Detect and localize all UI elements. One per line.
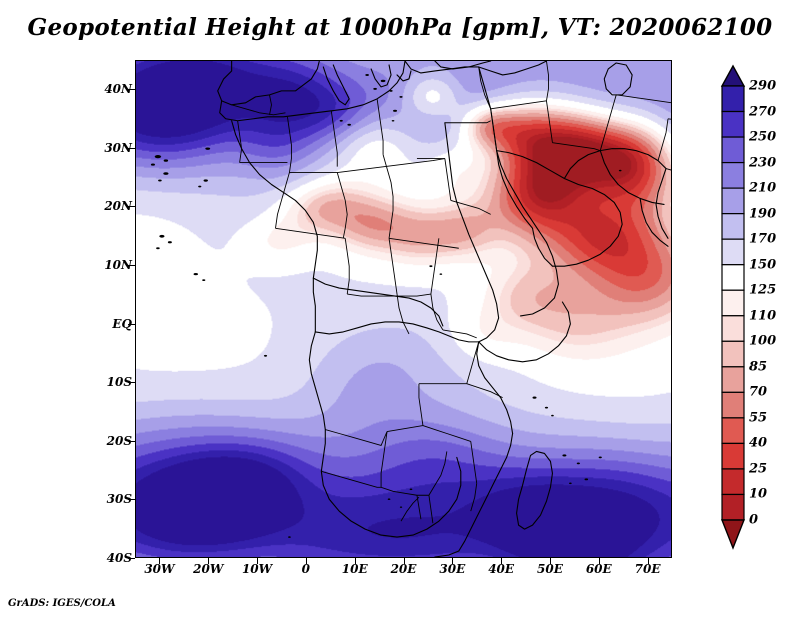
footer-credit: GrADS: IGES/COLA (8, 598, 116, 609)
x-axis-tick-label: 10W (241, 562, 273, 576)
x-axis-tick-label: 0 (301, 562, 311, 576)
colorbar-swatch (721, 264, 745, 291)
x-axis-tick-label: 60E (585, 562, 612, 576)
colorbar-swatch (721, 110, 745, 138)
y-axis-tick-mark (128, 147, 135, 149)
y-axis-tick-mark (128, 89, 135, 91)
x-axis-tick-label: 20E (390, 562, 417, 576)
x-axis-tick-mark (452, 558, 454, 564)
x-axis-tick-label: 10E (341, 562, 368, 576)
x-axis-tick-mark (598, 558, 600, 564)
colorbar-tick-label: 125 (749, 282, 777, 298)
x-axis-tick-mark (354, 558, 356, 564)
x-axis-tick-mark (208, 558, 210, 564)
x-axis-tick-label: 20W (193, 562, 224, 576)
colorbar-under-arrow (720, 519, 746, 550)
y-axis-tick-mark (128, 265, 135, 267)
colorbar-swatch (721, 366, 745, 393)
colorbar-swatch (721, 340, 745, 368)
y-axis-tick-label: 10S (106, 375, 132, 390)
geopotential-height-field (136, 61, 671, 557)
colorbar-tick-label: 210 (749, 180, 777, 196)
colorbar-swatch (721, 161, 745, 189)
colorbar-tick-label: 100 (749, 333, 777, 349)
x-axis-tick-label: 30E (439, 562, 466, 576)
x-axis-tick-label: 70E (634, 562, 661, 576)
x-axis-tick-label: 40E (488, 562, 515, 576)
colorbar-swatch (721, 391, 745, 419)
map-plot-area (135, 60, 672, 558)
y-axis-tick-mark (128, 382, 135, 384)
colorbar-tick-label: 150 (749, 257, 777, 273)
colorbar-tick-label: 85 (749, 359, 768, 375)
x-axis-tick-mark (549, 558, 551, 564)
colorbar-swatch (721, 289, 745, 317)
x-axis-tick-mark (501, 558, 503, 564)
colorbar-tick-label: 190 (749, 206, 777, 222)
colorbar-tick-label: 110 (749, 308, 777, 324)
colorbar-swatch (721, 136, 745, 164)
y-axis-tick-mark (128, 499, 135, 501)
x-axis-tick-mark (647, 558, 649, 564)
x-axis-tick-label: 30W (144, 562, 175, 576)
x-axis-tick-label: 50E (537, 562, 563, 576)
y-axis-tick-label: 10N (104, 258, 132, 273)
y-axis-tick-label: 40N (104, 82, 132, 97)
colorbar-tick-label: 290 (749, 78, 777, 94)
y-axis-tick-label: 20N (104, 199, 132, 214)
colorbar-tick-label: 70 (749, 384, 768, 400)
x-axis-tick-mark (403, 558, 405, 564)
y-axis-tick-mark (128, 323, 135, 325)
y-axis-tick-mark (128, 206, 135, 208)
colorbar-swatch (721, 468, 745, 496)
page-title: Geopotential Height at 1000hPa [gpm], VT… (27, 14, 773, 41)
colorbar-swatch (721, 187, 745, 215)
colorbar-swatch (721, 493, 745, 521)
colorbar-tick-label: 25 (749, 461, 768, 477)
coastline-overlay (150, 61, 671, 557)
colorbar-swatch (721, 417, 745, 445)
colorbar-swatch (721, 442, 745, 470)
y-axis-tick-label: 30S (106, 492, 132, 507)
colorbar-tick-label: 230 (749, 155, 777, 171)
colorbar-tick-label: 250 (749, 129, 777, 145)
y-axis-tick-label: 20S (106, 433, 132, 448)
y-axis-tick-label: 30N (104, 140, 132, 155)
y-axis-tick-label: 40S (106, 551, 132, 565)
y-axis-tick-label: EQ (112, 316, 132, 331)
x-axis-tick-mark (159, 558, 161, 564)
colorbar-swatch (721, 238, 745, 266)
colorbar-swatch (721, 213, 745, 240)
colorbar-swatch (721, 315, 745, 342)
colorbar-over-arrow (720, 64, 746, 87)
colorbar-tick-label: 170 (749, 231, 777, 247)
colorbar-tick-label: 40 (749, 435, 768, 451)
colorbar-tick-label: 10 (749, 486, 768, 502)
colorbar-tick-label: 55 (749, 410, 768, 426)
x-axis-tick-mark (305, 558, 307, 564)
colorbar-swatch (721, 85, 745, 113)
colorbar-tick-label: 0 (749, 512, 759, 528)
colorbar-tick-label: 270 (749, 104, 777, 120)
x-axis-tick-mark (257, 558, 259, 564)
y-axis-tick-mark (128, 558, 135, 559)
y-axis-tick-mark (128, 440, 135, 442)
